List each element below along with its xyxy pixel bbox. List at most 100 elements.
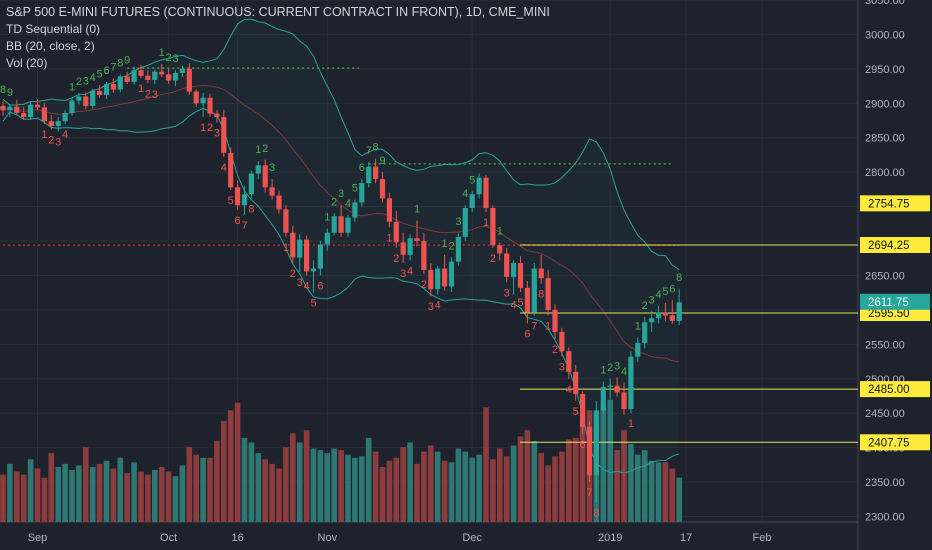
volume-bar xyxy=(648,460,655,522)
candle-body xyxy=(497,245,503,254)
td-count-label: 1 xyxy=(138,83,144,95)
candle-body xyxy=(103,84,110,96)
candle-body xyxy=(448,261,455,287)
td-count-label: 2 xyxy=(48,134,54,146)
indicator-td-sequential[interactable]: TD Sequential (0) xyxy=(6,22,101,36)
candle-body xyxy=(110,84,116,90)
td-count-label: 3 xyxy=(455,216,461,228)
td-count-label: 8 xyxy=(373,141,379,153)
td-count-label: 1 xyxy=(69,81,75,93)
td-count-label: 3 xyxy=(214,128,220,140)
price-level-tag: 2485.00 xyxy=(860,381,930,398)
volume-bar xyxy=(497,448,503,522)
td-count-label: 8 xyxy=(117,57,123,69)
volume-bar xyxy=(510,445,517,522)
td-count-label: 7 xyxy=(241,220,247,232)
td-count-label: 4 xyxy=(304,280,310,292)
td-count-label: 7 xyxy=(531,320,537,332)
volume-bar xyxy=(476,454,482,522)
price-axis-label: 2950.00 xyxy=(865,64,905,76)
candle-body xyxy=(21,112,27,118)
candle-body xyxy=(442,268,448,287)
volume-bar xyxy=(421,451,427,522)
td-count-label: 1 xyxy=(386,232,392,244)
candle-body xyxy=(338,216,344,233)
volume-bar xyxy=(407,442,413,522)
candle-body xyxy=(193,91,199,104)
candle-body xyxy=(55,121,61,127)
td-count-label: 4 xyxy=(345,198,351,210)
price-axis-label: 2300.00 xyxy=(865,511,905,523)
td-count-label: 3 xyxy=(338,188,344,200)
candle-body xyxy=(345,217,351,233)
volume-bar xyxy=(662,462,669,522)
td-count-label: 2 xyxy=(145,88,151,100)
td-count-label: 3 xyxy=(400,268,406,280)
td-count-label: 3 xyxy=(55,137,61,149)
volume-bar xyxy=(200,457,206,522)
td-count-label: 6 xyxy=(580,439,586,451)
symbol-title: S&P 500 E-MINI FUTURES (CONTINUOUS: CURR… xyxy=(6,5,550,19)
td-count-label: 6 xyxy=(317,280,323,292)
time-axis-label: Nov xyxy=(318,532,338,544)
candle-body xyxy=(172,72,179,81)
price-axis-label: 2450.00 xyxy=(865,408,905,420)
candle-body xyxy=(407,238,413,255)
td-count-label: 5 xyxy=(662,286,668,298)
volume-bar xyxy=(110,468,117,522)
td-count-label: 6 xyxy=(669,283,675,295)
volume-bar xyxy=(152,470,158,522)
td-count-label: 6 xyxy=(103,65,109,77)
candle-body xyxy=(524,287,530,313)
candle-body xyxy=(455,236,461,262)
price-axis-label: 3050.00 xyxy=(865,0,905,7)
volume-bar xyxy=(579,421,586,522)
volume-bar xyxy=(262,459,268,522)
volume-bar xyxy=(434,451,441,522)
candle-body xyxy=(435,268,441,290)
candle-body xyxy=(649,318,655,323)
volume-bar xyxy=(490,459,496,522)
candle-body xyxy=(476,177,482,195)
volume-bar xyxy=(655,462,662,522)
price-tag-label: 2407.75 xyxy=(868,437,910,449)
time-axis[interactable]: Sep Oct 16 Nov Dec 2019 17 Feb xyxy=(28,532,772,544)
volume-bar xyxy=(566,439,572,522)
candle-body xyxy=(41,107,47,122)
candle-body xyxy=(304,239,310,272)
candle-body xyxy=(676,302,682,321)
candle-body xyxy=(566,351,572,372)
volume-bar xyxy=(310,448,317,522)
td-count-label: 2 xyxy=(490,253,496,265)
candle-body xyxy=(600,387,606,411)
candle-body xyxy=(310,268,317,272)
volume-bar xyxy=(283,447,289,522)
candle-body xyxy=(117,76,123,90)
candle-body xyxy=(14,106,20,113)
volume-bar xyxy=(290,433,296,522)
candle-body xyxy=(669,315,675,321)
last-price-tag: 2611.75 xyxy=(860,293,930,310)
candle-body xyxy=(379,179,386,199)
candle-body xyxy=(517,263,524,288)
candle-body xyxy=(462,207,468,237)
volume-bar xyxy=(641,450,648,522)
volume-bar xyxy=(338,450,344,522)
volume-bar xyxy=(165,471,172,522)
candle-body xyxy=(504,253,510,277)
candle-body xyxy=(0,106,6,111)
candle-body xyxy=(214,113,220,118)
td-count-label: 1 xyxy=(255,144,261,156)
indicator-volume[interactable]: Vol (20) xyxy=(6,56,48,70)
indicator-bollinger[interactable]: BB (20, close, 2) xyxy=(6,39,95,53)
td-count-label: 8 xyxy=(593,508,599,520)
candle-body xyxy=(614,385,620,393)
volume-bar xyxy=(186,447,193,522)
candle-body xyxy=(511,263,517,277)
td-count-label: 2 xyxy=(290,268,296,280)
price-axis[interactable]: 3050.00 3000.00 2950.00 2900.00 2850.00 2800.… xyxy=(860,0,930,523)
candle-body xyxy=(559,331,565,352)
volume-bar xyxy=(441,460,448,522)
